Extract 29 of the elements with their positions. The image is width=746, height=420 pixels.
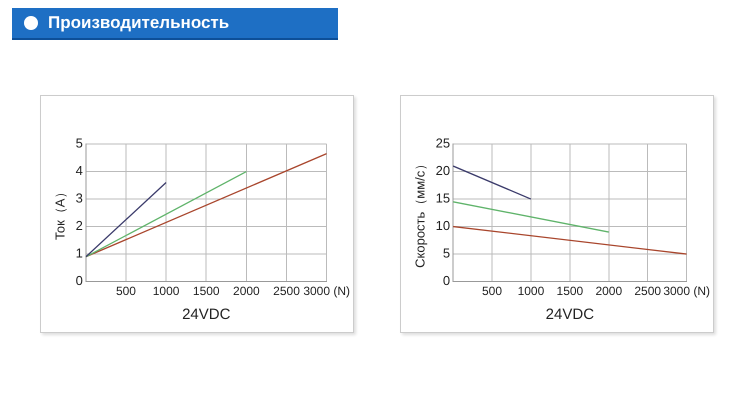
y-axis-title: Скорость（мм/с） <box>412 158 428 268</box>
x-tick-label: 500 <box>116 284 136 298</box>
y-tick-label: 4 <box>76 163 83 178</box>
x-tick-label: 2000 <box>233 284 260 298</box>
x-tick-label: 2000 <box>595 284 622 298</box>
y-tick-label: 5 <box>76 136 83 151</box>
x-tick-label: 2500 <box>634 284 662 298</box>
y-tick-label: 3 <box>76 190 83 206</box>
x-axis-title: 24VDC <box>546 306 594 324</box>
y-tick-label: 2 <box>76 218 83 234</box>
x-axis-title: 24VDC <box>182 306 231 324</box>
x-tick-label: 3000 (N) <box>663 284 710 298</box>
y-tick-label: 20 <box>436 163 450 178</box>
x-tick-label: 500 <box>482 284 502 298</box>
y-tick-label: 1 <box>76 246 83 261</box>
chart-title: Производительность <box>48 13 230 33</box>
y-tick-label: 0 <box>76 273 83 288</box>
x-tick-label: 1000 <box>518 284 545 298</box>
x-tick-label: 2500 <box>273 284 300 298</box>
x-tick-label: 1000 <box>152 284 180 298</box>
y-tick-label: 5 <box>442 246 450 261</box>
y-tick-label: 25 <box>436 136 450 151</box>
x-tick-label: 3000 (N) <box>303 284 350 298</box>
y-axis-title: Ток（A） <box>52 186 68 240</box>
y-tick-label: 0 <box>442 273 450 288</box>
x-tick-label: 1500 <box>192 284 220 298</box>
y-tick-label: 15 <box>436 190 450 206</box>
x-tick-label: 1500 <box>556 284 584 298</box>
y-tick-label: 10 <box>436 218 450 234</box>
